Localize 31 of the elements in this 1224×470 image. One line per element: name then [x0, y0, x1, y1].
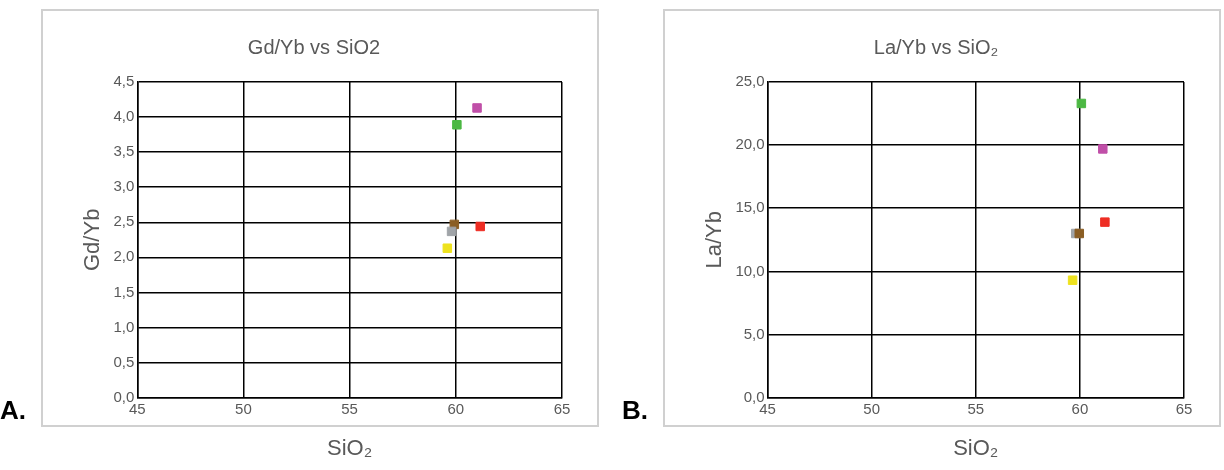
- y-tick-label: 10,0: [735, 261, 765, 279]
- x-tick-label: 65: [1175, 399, 1193, 417]
- y-tick-label: 0,5: [113, 352, 135, 370]
- x-axis-title: SiO₂: [953, 434, 999, 460]
- chart-title: La/Yb vs SiO₂: [873, 35, 999, 58]
- y-tick-label: 5,0: [743, 324, 765, 342]
- text: A.: [0, 395, 26, 426]
- y-tick-label: 3,5: [113, 142, 135, 160]
- y-tick-label: 0,0: [743, 387, 765, 405]
- y-tick-label: 1,0: [113, 317, 135, 335]
- x-axis-title: SiO₂: [327, 434, 373, 460]
- x-tick-label: 50: [235, 399, 252, 417]
- y-tick-label: 4,5: [113, 72, 135, 90]
- y-axis-title: La/Yb: [701, 211, 727, 269]
- y-tick-label: 4,0: [113, 107, 135, 125]
- x-tick-label: 65: [553, 399, 571, 417]
- chart-title: Gd/Yb vs SiO2: [247, 35, 381, 58]
- text: B.: [622, 395, 648, 426]
- y-tick-label: 2,5: [113, 212, 135, 230]
- x-tick-label: 55: [341, 399, 358, 417]
- y-tick-label: 20,0: [735, 135, 765, 153]
- x-tick-label: 55: [967, 399, 985, 417]
- y-tick-label: 2,0: [113, 247, 135, 265]
- y-tick-label: 15,0: [735, 198, 765, 216]
- y-tick-label: 1,5: [113, 282, 135, 300]
- y-tick-label: 25,0: [735, 72, 765, 90]
- x-tick-label: 50: [863, 399, 881, 417]
- y-tick-label: 3,0: [113, 177, 135, 195]
- x-tick-label: 60: [1071, 399, 1089, 417]
- y-axis-title: Gd/Yb: [79, 208, 105, 271]
- x-tick-label: 60: [447, 399, 465, 417]
